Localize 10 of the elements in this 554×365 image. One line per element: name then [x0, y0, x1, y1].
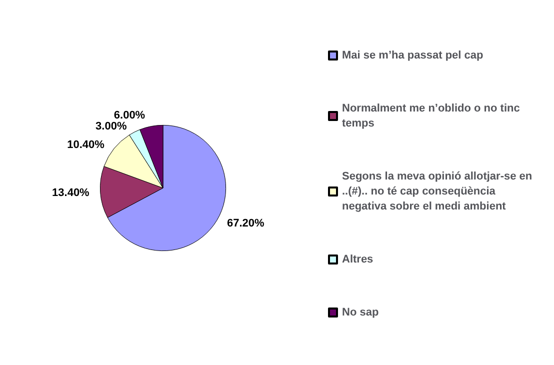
legend-label: Segons la meva opinió allotjar-se en ..(#).. no té cap conseqüència negativa sobre el medi ambient	[342, 170, 536, 212]
data-label: 10.40%	[67, 138, 105, 151]
legend-label: Mai se m’ha passat pel cap	[342, 50, 484, 62]
legend-label: No sap	[342, 306, 379, 318]
data-label: 6.00%	[114, 109, 146, 122]
legend-label: Altres	[342, 254, 374, 266]
data-label: 13.40%	[52, 186, 90, 199]
legend-label: Normalment me n’oblido o no tinc temps	[342, 102, 523, 130]
data-label: 3.00%	[96, 120, 127, 133]
data-label: 67.20%	[227, 217, 265, 230]
